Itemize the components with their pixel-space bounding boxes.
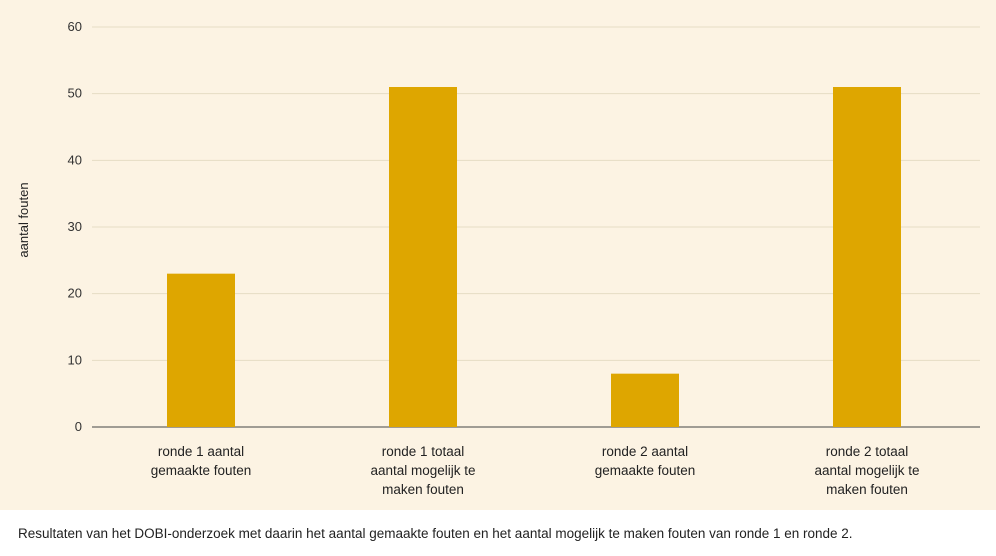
x-category-label-line: ronde 1 totaal <box>382 444 465 459</box>
x-category-label-line: aantal mogelijk te <box>370 463 475 478</box>
y-tick-label: 0 <box>75 419 82 434</box>
x-category-label-line: maken fouten <box>826 482 908 497</box>
x-category-label-line: ronde 2 aantal <box>602 444 688 459</box>
x-category-label-line: maken fouten <box>382 482 464 497</box>
bar <box>611 373 679 427</box>
x-category-label-line: aantal mogelijk te <box>814 463 919 478</box>
y-tick-label: 30 <box>68 219 82 234</box>
y-tick-label: 10 <box>68 352 82 367</box>
x-category-label-line: ronde 1 aantal <box>158 444 244 459</box>
y-axis-label: aantal fouten <box>16 182 31 257</box>
bar <box>167 273 235 427</box>
x-category-label: ronde 2 aantal gemaakte fouten <box>595 444 696 478</box>
bar <box>389 87 457 427</box>
chart-panel: 0 10 20 30 40 50 60 aantal fouten ronde 1 aantal… <box>0 0 996 510</box>
figure-caption: Resultaten van het DOBI-onderzoek met da… <box>18 526 853 541</box>
y-tick-label: 40 <box>68 152 82 167</box>
bar-chart: 0 10 20 30 40 50 60 aantal fouten ronde 1 aantal… <box>16 19 980 497</box>
y-tick-label: 60 <box>68 19 82 34</box>
y-tick-label: 50 <box>68 86 82 101</box>
x-category-label-line: gemaakte fouten <box>151 463 252 478</box>
x-category-label-line: ronde 2 totaal <box>826 444 909 459</box>
bar <box>833 87 901 427</box>
x-category-label: ronde 1 aantal gemaakte fouten <box>151 444 252 478</box>
x-category-label-line: gemaakte fouten <box>595 463 696 478</box>
x-category-label: ronde 2 totaal aantal mogelijk te maken fo… <box>814 444 919 497</box>
y-tick-label: 20 <box>68 286 82 301</box>
x-category-label: ronde 1 totaal aantal mogelijk te maken fo… <box>370 444 475 497</box>
